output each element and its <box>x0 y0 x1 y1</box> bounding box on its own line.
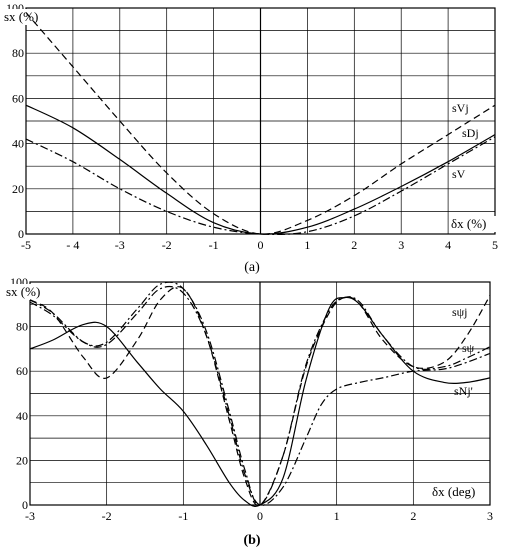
y-tick-label: 60 <box>16 364 28 378</box>
series-line-snj <box>29 296 491 507</box>
caption-a: (a) <box>244 260 260 275</box>
x-tick-label: 0 <box>258 238 264 252</box>
x-tick-label: 1 <box>304 238 310 252</box>
y-tick-label: 80 <box>12 46 24 60</box>
series-label: sDj <box>462 126 479 140</box>
x-tick-label: 4 <box>445 238 451 252</box>
y-tick-label: 40 <box>12 137 24 151</box>
series-label: sψj <box>452 305 468 319</box>
ylabel-bg <box>4 284 50 300</box>
series-label: sV <box>452 167 466 181</box>
x-axis-label: δx (%) <box>451 216 486 231</box>
x-axis-label: δx (deg) <box>432 484 475 499</box>
caption-b: (b) <box>243 533 260 548</box>
y-tick-label: 40 <box>16 409 28 423</box>
xlabel-bg <box>430 484 486 500</box>
y-axis-label: sx (%) <box>6 284 40 299</box>
x-tick-label: -1 <box>209 238 219 252</box>
x-tick-label: 2 <box>410 509 416 523</box>
y-tick-label: 80 <box>16 320 28 334</box>
x-tick-label: -5 <box>21 238 31 252</box>
series-label: sψ <box>462 341 475 355</box>
series-label: sNj' <box>454 384 473 398</box>
xlabel-bg <box>449 216 505 232</box>
x-tick-label: - 4 <box>66 238 79 252</box>
series-label: sVj <box>452 101 469 115</box>
ylabel-bg <box>2 9 48 25</box>
series-line-sdj <box>25 104 496 235</box>
y-tick-label: 60 <box>12 91 24 105</box>
series-line-sv <box>25 136 496 236</box>
x-tick-label: 3 <box>398 238 404 252</box>
x-tick-label: 3 <box>487 509 493 523</box>
x-tick-label: -2 <box>162 238 172 252</box>
x-tick-label: 0 <box>257 509 263 523</box>
series-line-unlabeled <box>29 285 491 506</box>
x-tick-label: 5 <box>492 238 498 252</box>
x-tick-label: -2 <box>102 509 112 523</box>
x-tick-label: 2 <box>351 238 357 252</box>
x-tick-label: 1 <box>334 509 340 523</box>
y-tick-label: 20 <box>16 453 28 467</box>
x-tick-label: -1 <box>178 509 188 523</box>
y-tick-label: 0 <box>18 227 24 241</box>
y-tick-label: 20 <box>12 182 24 196</box>
x-tick-label: -3 <box>115 238 125 252</box>
y-tick-label: 0 <box>22 498 28 512</box>
x-tick-label: -3 <box>25 509 35 523</box>
y-axis-label: sx (%) <box>4 9 38 24</box>
